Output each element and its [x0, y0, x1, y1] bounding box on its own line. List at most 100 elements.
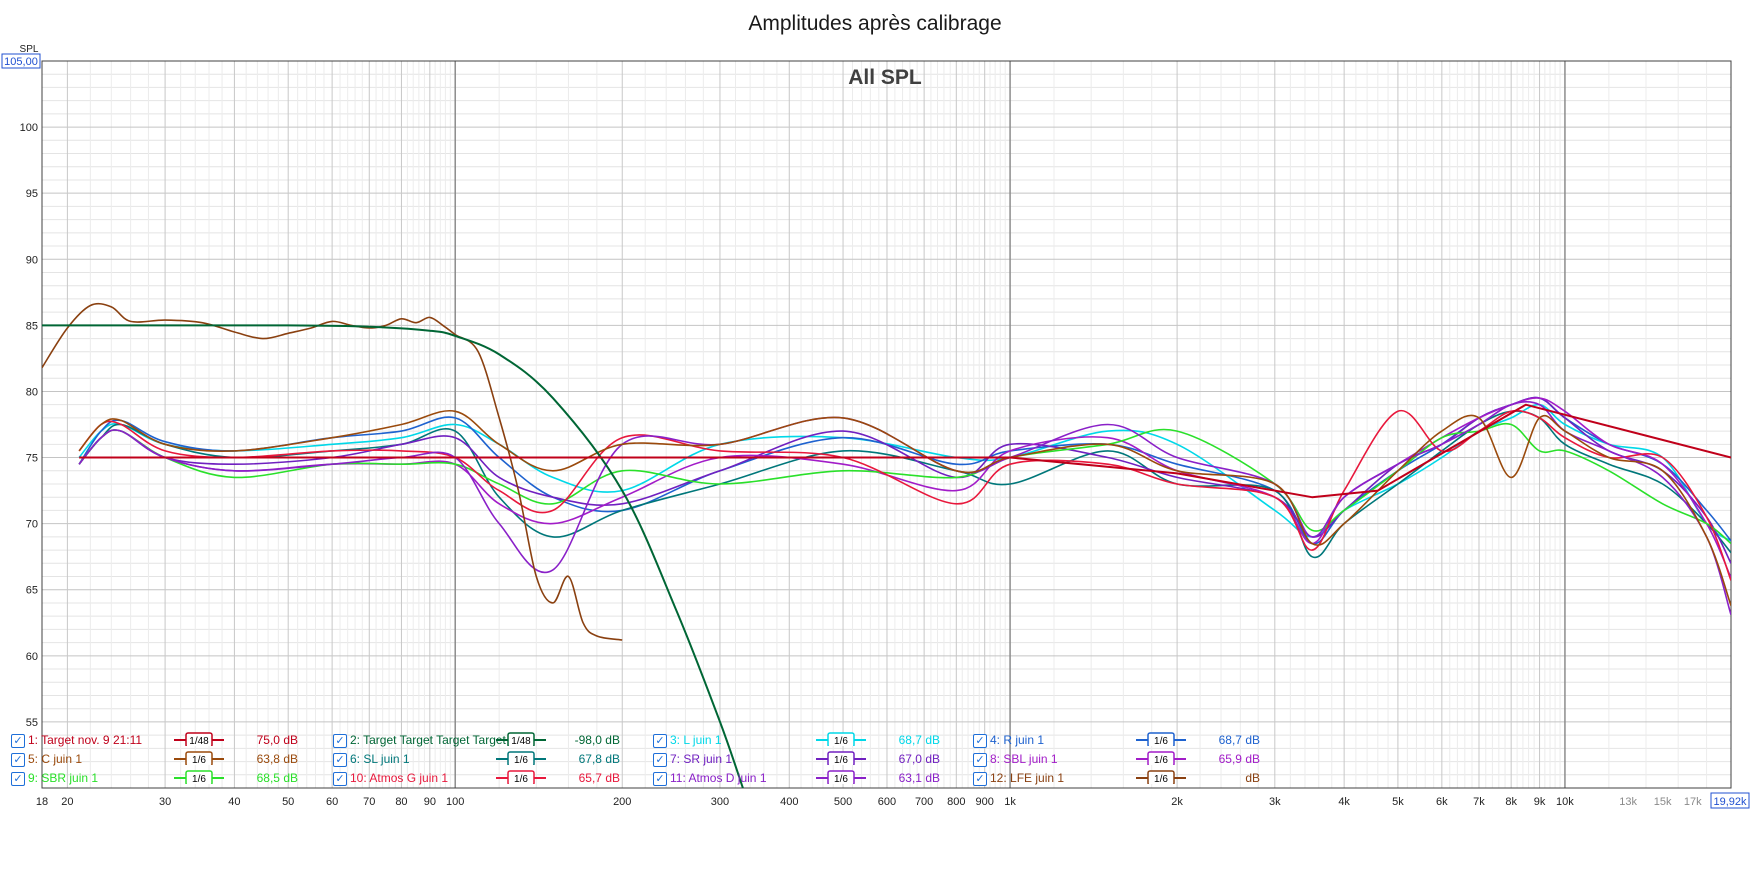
smoothing-swatch[interactable]: 1/6: [816, 732, 866, 746]
legend-item[interactable]: ✓ 12: LFE juin 1 1/6 dB: [970, 770, 1270, 788]
smoothing-label: 1/6: [834, 774, 848, 784]
legend-value: 63,1 dB: [898, 771, 940, 785]
x-tick-label: 200: [613, 796, 631, 808]
smoothing-label: 1/6: [834, 755, 848, 765]
x-tick-label: 15k: [1654, 796, 1672, 808]
legend-label: 10: Atmos G juin 1: [350, 771, 449, 785]
legend-label: 6: SL juin 1: [350, 752, 410, 766]
legend-checkbox[interactable]: ✓: [11, 734, 25, 748]
legend-checkbox[interactable]: ✓: [653, 753, 667, 767]
legend-item[interactable]: ✓ 4: R juin 1 1/6 68,7 dB: [970, 732, 1270, 750]
smoothing-label: 1/48: [511, 736, 531, 746]
legend-checkbox[interactable]: ✓: [11, 753, 25, 767]
legend-checkbox[interactable]: ✓: [653, 734, 667, 748]
legend-value: 63,8 dB: [256, 752, 298, 766]
legend-value: 65,7 dB: [578, 771, 620, 785]
legend-value: 65,9 dB: [1218, 752, 1260, 766]
smoothing-swatch[interactable]: 1/6: [496, 751, 546, 765]
y-tick-label: 70: [26, 519, 38, 531]
legend-checkbox[interactable]: ✓: [333, 753, 347, 767]
plot-frame: [41, 60, 1732, 789]
legend-checkbox[interactable]: ✓: [11, 772, 25, 786]
x-tick-label: 9k: [1534, 796, 1546, 808]
smoothing-swatch[interactable]: 1/6: [496, 770, 546, 784]
chart-subtitle: All SPL: [848, 66, 922, 89]
smoothing-label: 1/6: [834, 736, 848, 746]
x-tick-label: 17k: [1684, 796, 1702, 808]
x-tick-label: 70: [363, 796, 375, 808]
legend-checkbox[interactable]: ✓: [333, 772, 347, 786]
series-line: [42, 302, 623, 641]
x-tick-label: 100: [446, 796, 464, 808]
smoothing-label: 1/6: [192, 755, 206, 765]
legend-item[interactable]: ✓ 11: Atmos D juin 1 1/6 63,1 dB: [650, 770, 950, 788]
legend-label: 1: Target nov. 9 21:11: [28, 733, 143, 747]
x-tick-label: 8k: [1505, 796, 1517, 808]
legend-checkbox[interactable]: ✓: [973, 772, 987, 786]
smoothing-swatch[interactable]: 1/48: [496, 732, 546, 746]
x-tick-label: 7k: [1473, 796, 1485, 808]
legend-item[interactable]: ✓ 10: Atmos G juin 1 1/6 65,7 dB: [330, 770, 630, 788]
x-tick-label: 50: [282, 796, 294, 808]
series-line: [78, 401, 1731, 616]
smoothing-swatch[interactable]: 1/6: [174, 770, 224, 784]
x-tick-labels: 18 20 30 40 50 60 70 80 90 100 200 300 400 500 600 700 8…: [36, 796, 1702, 808]
legend-value: 68,7 dB: [898, 733, 940, 747]
smoothing-swatch[interactable]: 1/6: [174, 751, 224, 765]
y-tick-label: 75: [26, 453, 38, 465]
x-tick-label: 5k: [1392, 796, 1404, 808]
legend-item[interactable]: ✓ 1: Target nov. 9 21:11 1/48 75,0 dB: [8, 732, 308, 750]
y-tick-label: 85: [26, 320, 38, 332]
smoothing-swatch[interactable]: 1/6: [1136, 751, 1186, 765]
smoothing-swatch[interactable]: 1/6: [816, 770, 866, 784]
series-line: [78, 397, 1731, 579]
y-max-box[interactable]: 105,00: [1, 53, 41, 69]
x-tick-label: 700: [915, 796, 933, 808]
smoothing-swatch[interactable]: 1/6: [816, 751, 866, 765]
y-tick-label: 90: [26, 254, 38, 266]
smoothing-swatch[interactable]: 1/48: [174, 732, 224, 746]
legend-item[interactable]: ✓ 5: C juin 1 1/6 63,8 dB: [8, 751, 308, 769]
legend-value: 68,5 dB: [256, 771, 298, 785]
smoothing-swatch[interactable]: 1/6: [1136, 770, 1186, 784]
x-tick-label: 13k: [1619, 796, 1637, 808]
legend-checkbox[interactable]: ✓: [973, 734, 987, 748]
x-tick-label: 80: [395, 796, 407, 808]
x-tick-label: 30: [159, 796, 171, 808]
smoothing-swatch[interactable]: 1/6: [1136, 732, 1186, 746]
legend-checkbox[interactable]: ✓: [333, 734, 347, 748]
y-tick-label: 60: [26, 651, 38, 663]
legend-label: 5: C juin 1: [28, 752, 83, 766]
legend-value: 75,0 dB: [256, 733, 298, 747]
y-tick-label: 65: [26, 585, 38, 597]
legend-item[interactable]: ✓ 6: SL juin 1 1/6 67,8 dB: [330, 751, 630, 769]
legend-value: 68,7 dB: [1218, 733, 1260, 747]
legend-label: 2: Target Target Target Target 1: [350, 733, 516, 747]
x-tick-label: 500: [834, 796, 852, 808]
series-line: [78, 409, 1731, 581]
x-tick-label: 60: [326, 796, 338, 808]
x-tick-label: 1k: [1004, 796, 1016, 808]
major-grid: [42, 61, 1731, 788]
y-tick-labels: 55 60 65 70 75 80 85 90 95 100: [20, 122, 38, 729]
legend-checkbox[interactable]: ✓: [653, 772, 667, 786]
legend-label: 8: SBL juin 1: [990, 752, 1058, 766]
x-tick-label: 10k: [1556, 796, 1574, 808]
x-tick-label: 900: [976, 796, 994, 808]
smoothing-label: 1/6: [1154, 774, 1168, 784]
y-tick-label: 95: [26, 188, 38, 200]
legend-item[interactable]: ✓ 9: SBR juin 1 1/6 68,5 dB: [8, 770, 308, 788]
smoothing-label: 1/6: [514, 774, 528, 784]
legend-item[interactable]: ✓ 3: L juin 1 1/6 68,7 dB: [650, 732, 950, 750]
legend-checkbox[interactable]: ✓: [973, 753, 987, 767]
x-max-box[interactable]: 19,92k: [1710, 792, 1750, 809]
legend-item[interactable]: ✓ 8: SBL juin 1 1/6 65,9 dB: [970, 751, 1270, 769]
x-tick-label: 4k: [1338, 796, 1350, 808]
legend-item[interactable]: ✓ 2: Target Target Target Target 1 1/48 -98…: [330, 732, 630, 750]
legend-item[interactable]: ✓ 7: SR juin 1 1/6 67,0 dB: [650, 751, 950, 769]
y-tick-label: 80: [26, 386, 38, 398]
series-layer: [42, 302, 1731, 788]
x-tick-label: 2k: [1171, 796, 1183, 808]
